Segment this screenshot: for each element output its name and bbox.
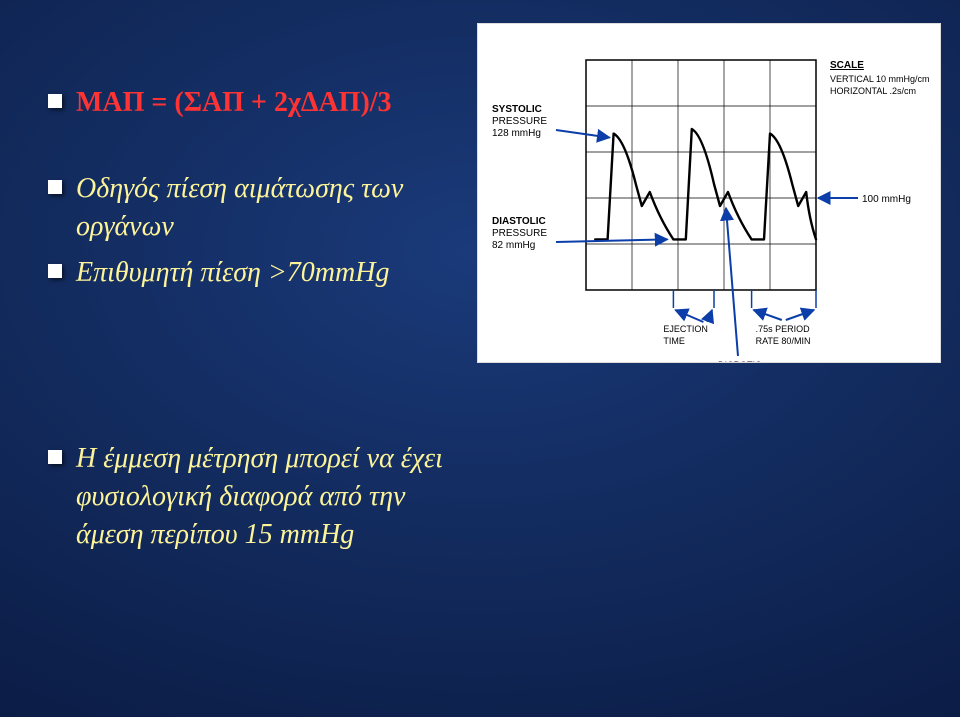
svg-text:TIME: TIME xyxy=(663,336,685,346)
svg-text:DICROTIC: DICROTIC xyxy=(718,360,762,362)
svg-text:VERTICAL 10 mmHg/cm: VERTICAL 10 mmHg/cm xyxy=(830,74,930,84)
bullet-2: Οδηγός πίεση αιμάτωσης των οργάνων xyxy=(48,170,448,246)
bullet-2-text: Οδηγός πίεση αιμάτωσης των οργάνων xyxy=(76,170,448,246)
bullet-1: ΜΑΠ = (ΣΑΠ + 2χΔΑΠ)/3 xyxy=(48,84,468,122)
bullet-marker xyxy=(48,180,62,194)
bullet-4-text: Η έμμεση μέτρηση μπορεί να έχει φυσιολογ… xyxy=(76,440,468,553)
svg-text:RATE 80/MIN: RATE 80/MIN xyxy=(756,336,811,346)
svg-text:DIASTOLIC: DIASTOLIC xyxy=(492,216,546,227)
svg-text:100 mmHg: 100 mmHg xyxy=(862,194,911,205)
bullet-marker xyxy=(48,450,62,464)
svg-text:SYSTOLIC: SYSTOLIC xyxy=(492,104,542,115)
svg-text:EJECTION: EJECTION xyxy=(663,324,708,334)
slide: ΜΑΠ = (ΣΑΠ + 2χΔΑΠ)/3 Οδηγός πίεση αιμάτ… xyxy=(0,0,960,717)
svg-text:HORIZONTAL .2s/cm: HORIZONTAL .2s/cm xyxy=(830,86,916,96)
svg-text:PRESSURE: PRESSURE xyxy=(492,228,547,239)
bullet-3: Επιθυμητή πίεση >70mmHg xyxy=(48,254,448,292)
bullet-marker xyxy=(48,264,62,278)
bp-waveform-diagram: SYSTOLICPRESSURE128 mmHgDIASTOLICPRESSUR… xyxy=(478,24,940,362)
bullet-1-text: ΜΑΠ = (ΣΑΠ + 2χΔΑΠ)/3 xyxy=(76,84,392,122)
bullet-4: Η έμμεση μέτρηση μπορεί να έχει φυσιολογ… xyxy=(48,440,468,553)
svg-text:.75s PERIOD: .75s PERIOD xyxy=(756,324,811,334)
bullet-3-text: Επιθυμητή πίεση >70mmHg xyxy=(76,254,389,292)
svg-text:PRESSURE: PRESSURE xyxy=(492,116,547,127)
bullet-marker xyxy=(48,94,62,108)
svg-text:128 mmHg: 128 mmHg xyxy=(492,128,541,139)
svg-text:SCALE: SCALE xyxy=(830,60,864,71)
bp-waveform-svg: SYSTOLICPRESSURE128 mmHgDIASTOLICPRESSUR… xyxy=(478,24,940,362)
svg-text:82 mmHg: 82 mmHg xyxy=(492,240,535,251)
